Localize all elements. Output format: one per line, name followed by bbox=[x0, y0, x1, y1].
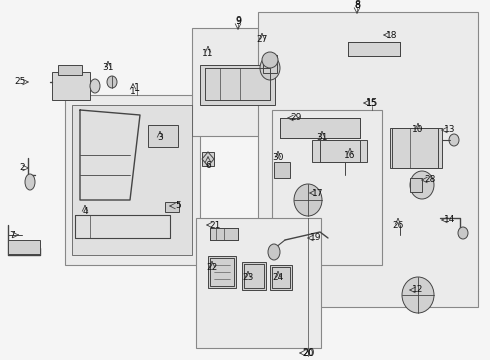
Text: 20: 20 bbox=[302, 348, 314, 357]
Bar bbox=[52, 72, 90, 100]
Text: 31: 31 bbox=[316, 134, 328, 143]
Bar bbox=[410, 178, 422, 192]
Text: 5: 5 bbox=[175, 202, 181, 211]
Ellipse shape bbox=[262, 52, 278, 68]
Text: 25: 25 bbox=[14, 77, 25, 86]
Bar bbox=[274, 162, 290, 178]
Text: 16: 16 bbox=[344, 150, 356, 159]
Text: 9: 9 bbox=[235, 16, 241, 26]
Bar bbox=[200, 65, 275, 105]
Text: 3: 3 bbox=[157, 134, 163, 143]
Bar bbox=[348, 42, 400, 56]
Text: 20: 20 bbox=[302, 348, 314, 358]
Text: 17: 17 bbox=[312, 189, 324, 198]
Text: 8: 8 bbox=[354, 0, 360, 10]
Ellipse shape bbox=[107, 76, 117, 88]
Bar bbox=[208, 256, 236, 288]
Bar bbox=[258, 12, 478, 307]
Bar bbox=[280, 118, 360, 138]
Bar bbox=[148, 125, 178, 147]
Text: 10: 10 bbox=[412, 126, 424, 135]
Ellipse shape bbox=[260, 56, 280, 80]
Text: 15: 15 bbox=[366, 99, 378, 108]
Text: 19: 19 bbox=[310, 234, 322, 243]
Text: 22: 22 bbox=[206, 264, 218, 273]
Bar bbox=[58, 65, 82, 75]
Text: 18: 18 bbox=[386, 31, 398, 40]
Text: 30: 30 bbox=[272, 153, 284, 162]
Bar bbox=[242, 262, 266, 290]
Bar bbox=[192, 28, 284, 136]
Text: 26: 26 bbox=[392, 220, 404, 230]
Bar bbox=[263, 55, 277, 73]
Text: 11: 11 bbox=[202, 49, 214, 58]
Text: 1: 1 bbox=[134, 83, 140, 93]
Text: 7: 7 bbox=[9, 230, 15, 239]
Ellipse shape bbox=[25, 174, 35, 190]
Text: 31: 31 bbox=[102, 63, 114, 72]
Text: 4: 4 bbox=[82, 207, 88, 216]
Text: 28: 28 bbox=[424, 175, 436, 184]
Text: 24: 24 bbox=[272, 274, 284, 283]
Text: 21: 21 bbox=[209, 220, 220, 230]
Bar bbox=[65, 95, 200, 265]
Bar bbox=[8, 240, 40, 254]
Bar bbox=[165, 202, 179, 212]
Text: 12: 12 bbox=[412, 285, 424, 294]
Text: 15: 15 bbox=[366, 98, 378, 108]
Text: 29: 29 bbox=[290, 113, 302, 122]
Bar bbox=[196, 218, 321, 348]
Text: 13: 13 bbox=[444, 126, 456, 135]
Text: 27: 27 bbox=[256, 36, 268, 45]
Text: 2: 2 bbox=[19, 163, 25, 172]
Text: 23: 23 bbox=[243, 274, 254, 283]
Text: 9: 9 bbox=[235, 17, 241, 26]
Text: 1: 1 bbox=[130, 87, 136, 96]
Bar bbox=[210, 228, 238, 240]
Ellipse shape bbox=[458, 227, 468, 239]
Ellipse shape bbox=[90, 79, 100, 93]
Bar bbox=[312, 140, 367, 162]
Ellipse shape bbox=[294, 184, 322, 216]
Bar bbox=[202, 152, 214, 166]
Ellipse shape bbox=[268, 244, 280, 260]
Ellipse shape bbox=[410, 171, 434, 199]
Bar bbox=[390, 128, 442, 168]
Text: 6: 6 bbox=[205, 161, 211, 170]
Bar bbox=[72, 105, 192, 255]
Ellipse shape bbox=[402, 277, 434, 313]
Ellipse shape bbox=[449, 134, 459, 146]
Text: 8: 8 bbox=[354, 0, 360, 9]
Text: 14: 14 bbox=[444, 216, 456, 225]
Bar bbox=[270, 265, 292, 290]
Bar bbox=[272, 110, 382, 265]
